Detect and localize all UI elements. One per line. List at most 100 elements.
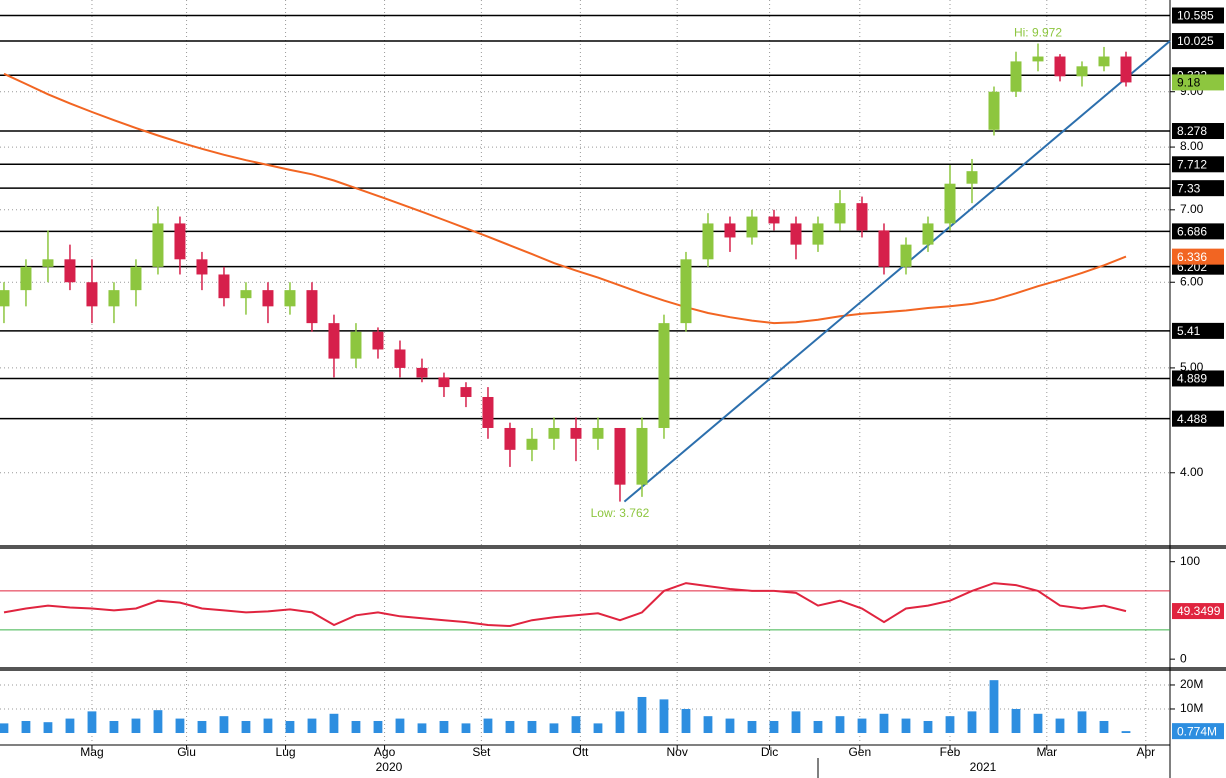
candle-body (834, 203, 846, 224)
volume-bar (483, 718, 493, 733)
candle-body (1076, 66, 1088, 77)
volume-bar (967, 711, 977, 733)
level-box (1172, 7, 1224, 24)
candle-body (482, 396, 494, 428)
candle-body (416, 367, 428, 378)
candle-body (944, 183, 956, 224)
candle-body (922, 223, 934, 245)
volume-bar (615, 711, 625, 733)
volume-last-label: 0.774M (1177, 724, 1217, 738)
level-box (1172, 223, 1224, 240)
level-label: 7.712 (1177, 157, 1207, 171)
panel-divider (0, 545, 1226, 549)
volume-bar (1055, 718, 1065, 733)
x-tick-label: Ago (374, 745, 396, 759)
y-tick-label: 4.00 (1180, 465, 1204, 479)
candle-body (724, 223, 736, 238)
volume-bar (0, 723, 9, 733)
volume-bar (769, 720, 779, 733)
volume-bar (65, 718, 75, 733)
volume-bar (593, 723, 603, 733)
candle-body (548, 427, 560, 439)
volume-bar (351, 720, 361, 733)
candle-body (460, 387, 472, 397)
candle-body (746, 216, 758, 238)
candle-body (284, 290, 296, 307)
volume-bar (1077, 711, 1087, 733)
volume-bar (395, 718, 405, 733)
candle-body (350, 331, 362, 359)
candle-body (680, 259, 692, 324)
panel-divider (0, 667, 1226, 671)
candle-body (196, 259, 208, 275)
level-box (1172, 370, 1224, 387)
x-tick-label: Mar (1036, 745, 1057, 759)
volume-bar (1011, 708, 1021, 733)
volume-bar (417, 723, 427, 733)
level-label: 5.41 (1177, 324, 1201, 338)
candle-body (218, 274, 230, 299)
candle-body (86, 282, 98, 307)
candle-body (328, 323, 340, 359)
level-label: 7.33 (1177, 181, 1201, 195)
rsi-line (3, 582, 1127, 628)
y-tick-label: 6.00 (1180, 274, 1204, 288)
volume-bar (681, 708, 691, 733)
candle-body (1120, 56, 1132, 83)
volume-bar (241, 720, 251, 733)
volume-bar (659, 699, 669, 733)
x-tick-label: Set (472, 745, 491, 759)
level-box (1172, 123, 1224, 140)
volume-bar (263, 718, 273, 733)
volume-bar (439, 720, 449, 733)
volume-bar (109, 720, 119, 733)
volume-bar (197, 720, 207, 733)
last-price-label: 9.18 (1177, 76, 1201, 90)
candle-body (878, 230, 890, 267)
candle-body (0, 290, 10, 307)
candle-body (20, 266, 32, 291)
volume-bar (571, 716, 581, 733)
volume-bar (1121, 731, 1131, 733)
year-label: 2021 (970, 760, 997, 774)
volume-bar (923, 720, 933, 733)
volume-bar (285, 720, 295, 733)
level-label: 10.585 (1177, 9, 1214, 23)
candle-body (394, 349, 406, 368)
x-tick-label: Ott (572, 745, 589, 759)
level-box (1172, 156, 1224, 173)
volume-bar (989, 680, 999, 733)
volume-bar (549, 723, 559, 733)
volume-bar (945, 716, 955, 733)
candle-body (790, 223, 802, 245)
level-box (1172, 33, 1224, 50)
candle-body (966, 171, 978, 184)
y-tick-label: 7.00 (1180, 202, 1204, 216)
y-tick-label: 20M (1180, 677, 1203, 691)
volume-bar (175, 718, 185, 733)
candle-body (152, 223, 164, 267)
candle-body (812, 223, 824, 245)
volume-bar (703, 716, 713, 733)
candle-body (1054, 56, 1066, 77)
x-tick-label: Giu (177, 745, 196, 759)
candle-body (130, 266, 142, 291)
volume-bar (791, 711, 801, 733)
candle-body (240, 290, 252, 299)
y-tick-label: 10M (1180, 701, 1203, 715)
candle-body (900, 244, 912, 267)
volume-bar (901, 718, 911, 733)
moving-average-last-box (1172, 248, 1224, 265)
volume-bar (373, 720, 383, 733)
volume-bar (21, 720, 31, 733)
candle-body (262, 290, 274, 307)
candle-body (768, 216, 780, 224)
annotation: Low: 3.762 (591, 506, 650, 520)
volume-bar (505, 720, 515, 733)
y-tick-label: 0 (1180, 651, 1187, 665)
volume-bar (1099, 720, 1109, 733)
volume-bar (131, 718, 141, 733)
volume-bar (835, 716, 845, 733)
volume-bar (43, 722, 53, 733)
